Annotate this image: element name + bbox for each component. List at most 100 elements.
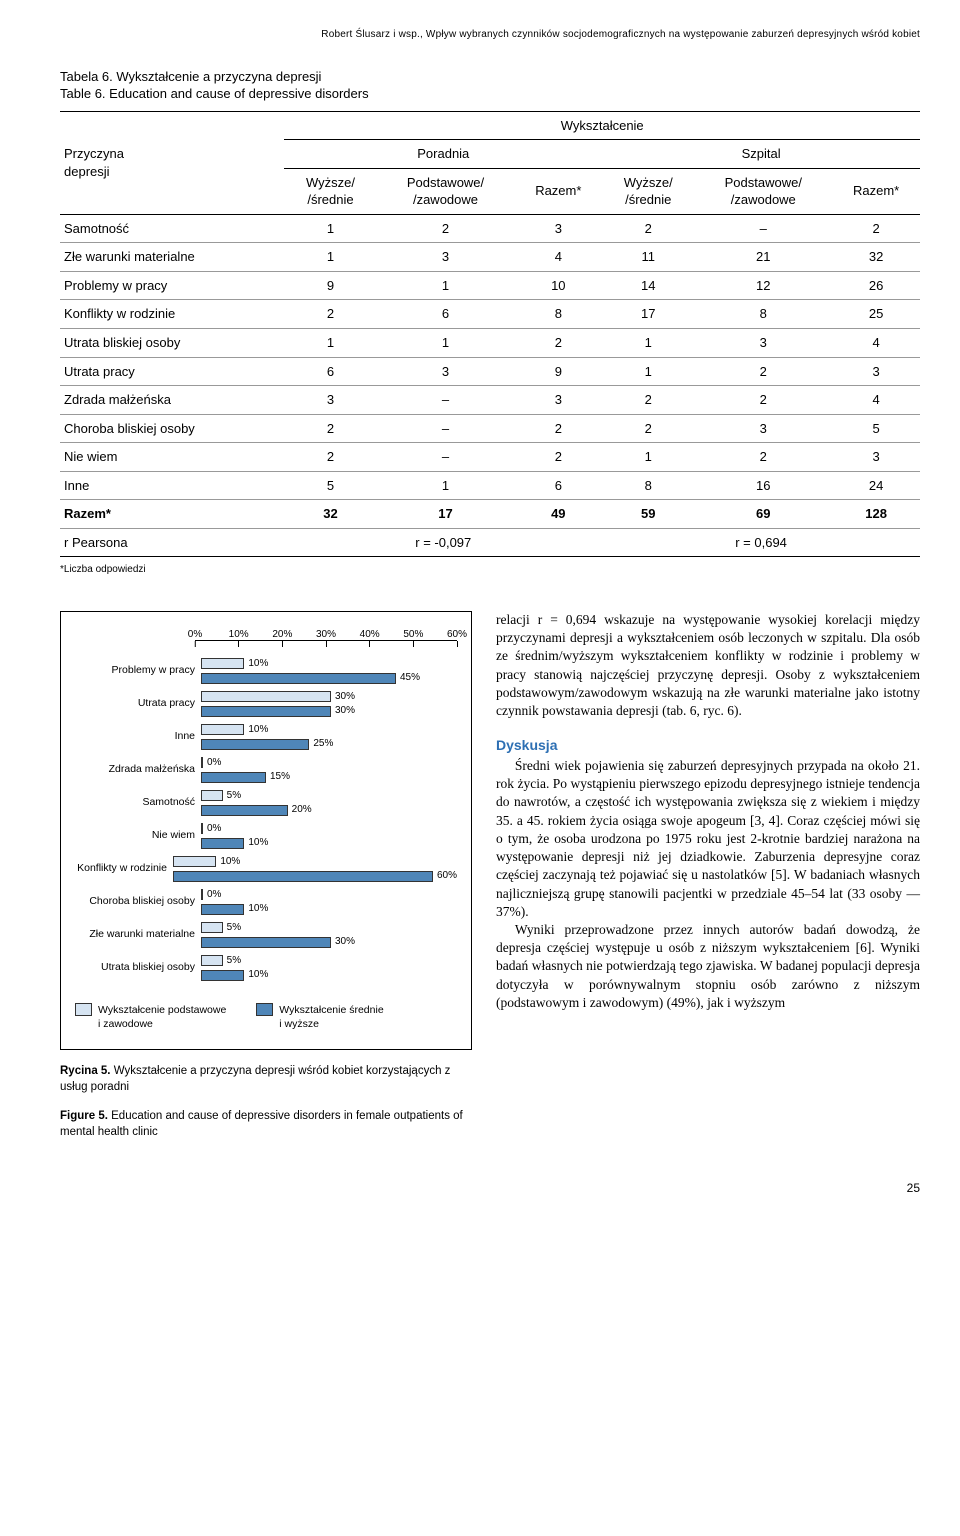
- axis-tick: 10%: [229, 628, 249, 648]
- table-total-row: Razem*3217495969128: [60, 500, 920, 529]
- table-row: Samotność1232–2: [60, 214, 920, 243]
- cell: 1: [284, 328, 376, 357]
- stub-head-1: Przyczyna: [64, 146, 124, 161]
- chart-legend: Wykształcenie podstawowe i zawodowe Wyks…: [75, 1003, 457, 1031]
- running-head: Robert Ślusarz i wsp., Wpływ wybranych c…: [60, 28, 920, 42]
- row-label: Złe warunki materialne: [60, 243, 284, 272]
- bar-label: Samotność: [75, 797, 201, 809]
- bar-group: Utrata pracy30%30%: [75, 689, 457, 719]
- cell: 1: [377, 471, 515, 500]
- table-row: Problemy w pracy9110141226: [60, 271, 920, 300]
- table-row: Inne51681624: [60, 471, 920, 500]
- bar: [201, 691, 331, 702]
- bar-value: 10%: [248, 836, 268, 850]
- bar-value: 60%: [437, 869, 457, 883]
- cell: 26: [832, 271, 920, 300]
- bar: [201, 904, 244, 915]
- body-p2: Średni wiek pojawienia się zaburzeń depr…: [496, 757, 920, 921]
- table-caption-en: Table 6. Education and cause of depressi…: [60, 85, 920, 103]
- cell: 1: [602, 443, 694, 472]
- cell: 32: [832, 243, 920, 272]
- bar-group: Nie wiem0%10%: [75, 821, 457, 851]
- axis-tick: 20%: [272, 628, 292, 648]
- row-label: Konflikty w rodzinie: [60, 300, 284, 329]
- cell: 10: [514, 271, 602, 300]
- bar-group: Samotność5%20%: [75, 788, 457, 818]
- cell: 11: [602, 243, 694, 272]
- cell: 24: [832, 471, 920, 500]
- bar: [201, 937, 331, 948]
- bar: [201, 790, 223, 801]
- cell: 2: [602, 386, 694, 415]
- education-cause-table: Przyczyna depresji Wykształcenie Poradni…: [60, 111, 920, 558]
- row-label: Utrata bliskiej osoby: [60, 328, 284, 357]
- cell: 4: [832, 386, 920, 415]
- bar: [201, 706, 331, 717]
- bar-group: Zdrada małżeńska0%15%: [75, 755, 457, 785]
- bar: [201, 889, 203, 900]
- legend-label-2: Wykształcenie średnie i wyższe: [279, 1003, 383, 1031]
- bar-value: 10%: [220, 855, 240, 869]
- cell: 16: [694, 471, 832, 500]
- bar-value: 5%: [227, 789, 241, 803]
- bar-group: Problemy w pracy10%45%: [75, 656, 457, 686]
- figure-caption-pl: Rycina 5. Wykształcenie a przyczyna depr…: [60, 1064, 472, 1095]
- bar: [201, 970, 244, 981]
- legend-item-1: Wykształcenie podstawowe i zawodowe: [75, 1003, 226, 1031]
- bar: [201, 922, 223, 933]
- axis-tick: 60%: [447, 628, 467, 648]
- cell: 25: [832, 300, 920, 329]
- col-head: Razem*: [832, 168, 920, 214]
- axis-tick: 0%: [188, 628, 202, 648]
- cell: 4: [514, 243, 602, 272]
- cell: 1: [284, 243, 376, 272]
- bar: [201, 673, 396, 684]
- table-row: Utrata pracy639123: [60, 357, 920, 386]
- bar: [201, 757, 203, 768]
- legend-label-1: Wykształcenie podstawowe i zawodowe: [98, 1003, 226, 1031]
- col-head: Wyższe//średnie: [602, 168, 694, 214]
- bar-label: Zdrada małżeńska: [75, 764, 201, 776]
- cell: 8: [694, 300, 832, 329]
- bar-label: Utrata bliskiej osoby: [75, 962, 201, 974]
- cell: 2: [284, 300, 376, 329]
- bar: [201, 772, 266, 783]
- cell: 2: [284, 443, 376, 472]
- bar-label: Konflikty w rodzinie: [75, 863, 173, 875]
- table-row: Choroba bliskiej osoby2–2235: [60, 414, 920, 443]
- bar-group: Utrata bliskiej osoby5%10%: [75, 953, 457, 983]
- cell: 21: [694, 243, 832, 272]
- bar-value: 10%: [248, 968, 268, 982]
- cell: 2: [694, 357, 832, 386]
- bar-value: 30%: [335, 690, 355, 704]
- bar-group: Złe warunki materialne5%30%: [75, 920, 457, 950]
- cell: 3: [832, 443, 920, 472]
- cell: 3: [284, 386, 376, 415]
- group-1: Poradnia: [284, 140, 602, 169]
- legend-item-2: Wykształcenie średnie i wyższe: [256, 1003, 383, 1031]
- bar: [173, 871, 433, 882]
- bar-value: 25%: [313, 737, 333, 751]
- table-row: Złe warunki materialne134112132: [60, 243, 920, 272]
- cell: –: [377, 414, 515, 443]
- cell: 2: [602, 414, 694, 443]
- bar: [201, 823, 203, 834]
- row-label: Samotność: [60, 214, 284, 243]
- cell: 2: [377, 214, 515, 243]
- cell: 1: [602, 328, 694, 357]
- cell: 2: [514, 414, 602, 443]
- cell: 8: [602, 471, 694, 500]
- cell: 3: [832, 357, 920, 386]
- bar-value: 15%: [270, 770, 290, 784]
- page-number: 25: [60, 1180, 920, 1196]
- cell: 8: [514, 300, 602, 329]
- col-head: Wyższe//średnie: [284, 168, 376, 214]
- bar-label: Utrata pracy: [75, 698, 201, 710]
- stub-head-2: depresji: [64, 164, 110, 179]
- figure-caption-en: Figure 5. Education and cause of depress…: [60, 1109, 472, 1140]
- bar-label: Inne: [75, 731, 201, 743]
- body-p3: Wyniki przeprowadzone przez innych autor…: [496, 921, 920, 1012]
- cell: –: [377, 386, 515, 415]
- cell: 1: [602, 357, 694, 386]
- bar-label: Problemy w pracy: [75, 665, 201, 677]
